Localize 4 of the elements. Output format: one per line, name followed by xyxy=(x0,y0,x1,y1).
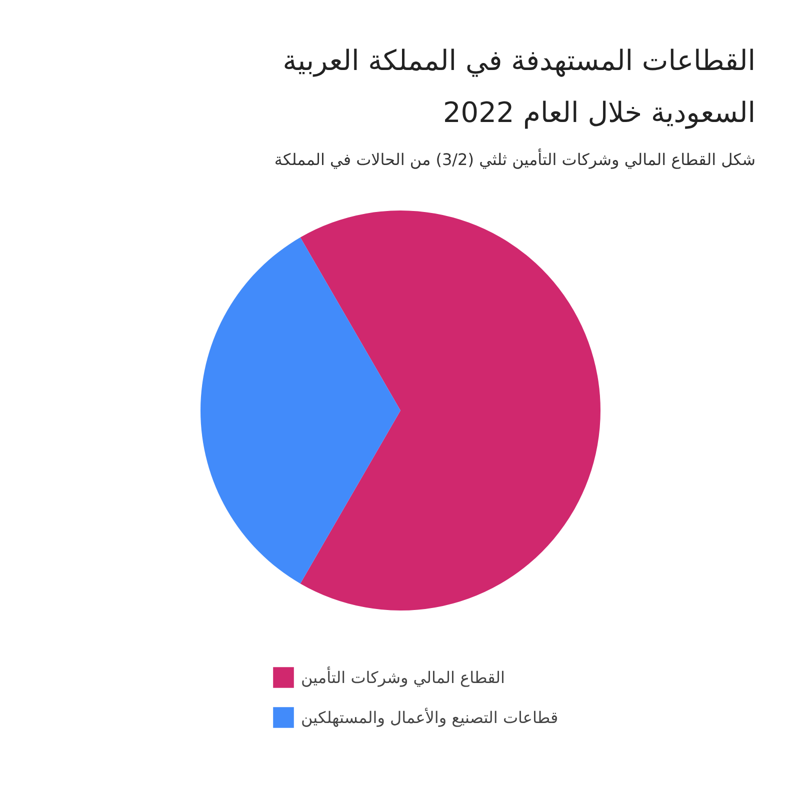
chart-subtitle: شكل القطاع المالي وشركات التأمين ثلثي (3/2) من الحالات في المملكة xyxy=(274,148,756,169)
legend-label: قطاعات التصنيع والأعمال والمستهلكين xyxy=(301,708,558,726)
legend-label: القطاع المالي وشركات التأمين xyxy=(301,668,505,686)
chart-title: القطاعات المستهدفة في المملكة العربية السعودية خلال العام 2022 xyxy=(282,44,756,129)
